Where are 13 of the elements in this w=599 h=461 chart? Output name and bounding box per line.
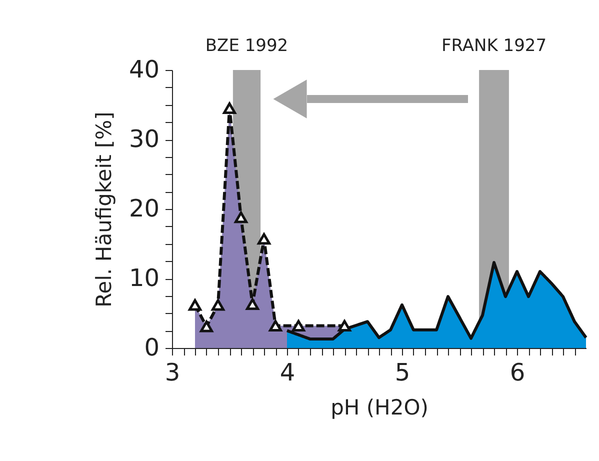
x-tick-label: 3 — [164, 358, 180, 386]
y-tick-label: 20 — [128, 194, 160, 222]
x-tick-label: 4 — [280, 358, 296, 386]
x-tick-label: 5 — [394, 358, 410, 386]
y-tick-label: 40 — [128, 56, 160, 84]
x-tick-label: 6 — [510, 358, 526, 386]
band-label: BZE 1992 — [205, 36, 288, 56]
y-tick-label: 30 — [128, 125, 160, 153]
x-axis-title: pH (H2O) — [330, 396, 428, 420]
y-tick-label: 0 — [144, 334, 160, 362]
y-tick-label: 10 — [128, 264, 160, 292]
y-axis-title: Rel. Häufigkeit [%] — [92, 112, 116, 308]
band-label: FRANK 1927 — [441, 36, 547, 56]
